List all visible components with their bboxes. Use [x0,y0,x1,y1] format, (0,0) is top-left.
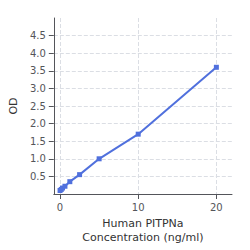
svg-text:2.0: 2.0 [30,118,46,129]
svg-text:OD: OD [7,97,20,114]
svg-text:0: 0 [57,202,63,213]
svg-text:1.5: 1.5 [30,136,46,147]
svg-text:Human PITPNa: Human PITPNa [102,217,183,230]
svg-text:3.5: 3.5 [30,65,46,76]
svg-text:10: 10 [132,202,145,213]
svg-text:2.5: 2.5 [30,101,46,112]
svg-text:20: 20 [210,202,223,213]
svg-text:4.0: 4.0 [30,48,46,59]
svg-text:1.0: 1.0 [30,153,46,164]
svg-text:Concentration (ng/ml): Concentration (ng/ml) [82,231,203,244]
svg-text:4.5: 4.5 [30,30,46,41]
svg-text:3.0: 3.0 [30,83,46,94]
svg-text:0.5: 0.5 [30,171,46,182]
